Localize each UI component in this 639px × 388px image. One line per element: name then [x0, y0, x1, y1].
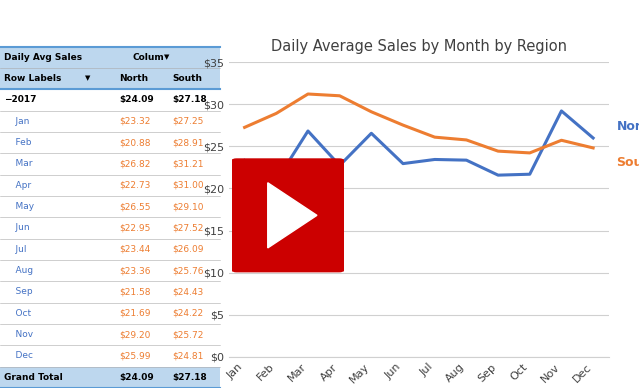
Text: How to Calculate Daily Averages with Pivot Tables: How to Calculate Daily Averages with Piv…: [66, 14, 573, 32]
Text: Grand Total: Grand Total: [4, 373, 63, 382]
Text: $28.91: $28.91: [172, 138, 203, 147]
Text: $25.72: $25.72: [172, 330, 203, 339]
Text: Jun: Jun: [4, 223, 30, 232]
Text: $25.76: $25.76: [172, 266, 203, 275]
Text: $26.82: $26.82: [119, 159, 150, 168]
Text: $25.99: $25.99: [119, 352, 151, 360]
Text: Mar: Mar: [4, 159, 33, 168]
Text: $23.32: $23.32: [119, 117, 150, 126]
Bar: [0, 367, 220, 388]
Text: May: May: [4, 202, 35, 211]
Text: Feb: Feb: [4, 138, 32, 147]
Text: Oct: Oct: [4, 309, 31, 318]
Text: South: South: [617, 156, 639, 169]
Text: $27.25: $27.25: [172, 117, 203, 126]
Text: $24.09: $24.09: [119, 95, 154, 104]
Text: Colum: Colum: [132, 53, 164, 62]
Text: $26.09: $26.09: [172, 245, 203, 254]
Text: $26.55: $26.55: [119, 202, 151, 211]
Text: −2017: −2017: [4, 95, 37, 104]
Text: ▼: ▼: [164, 54, 169, 60]
FancyBboxPatch shape: [229, 158, 347, 272]
Text: Aug: Aug: [4, 266, 33, 275]
Text: $23.36: $23.36: [119, 266, 151, 275]
Bar: [0, 68, 220, 89]
Text: $23.44: $23.44: [119, 245, 150, 254]
Title: Daily Average Sales by Month by Region: Daily Average Sales by Month by Region: [271, 39, 567, 54]
Text: $27.18: $27.18: [172, 373, 206, 382]
Text: $20.88: $20.88: [119, 138, 151, 147]
Text: $24.81: $24.81: [172, 352, 203, 360]
Text: $24.43: $24.43: [172, 288, 203, 296]
Text: Dec: Dec: [4, 352, 33, 360]
Text: $27.52: $27.52: [172, 223, 203, 232]
Text: $31.21: $31.21: [172, 159, 203, 168]
Text: Sep: Sep: [4, 288, 33, 296]
Text: ▼: ▼: [85, 76, 90, 81]
Text: Row Labels: Row Labels: [4, 74, 62, 83]
Text: $22.73: $22.73: [119, 181, 150, 190]
Text: Nov: Nov: [4, 330, 33, 339]
Polygon shape: [268, 183, 317, 248]
Bar: [0, 47, 220, 68]
Text: North: North: [119, 74, 148, 83]
Text: $22.95: $22.95: [119, 223, 150, 232]
Text: $24.09: $24.09: [119, 373, 154, 382]
Text: $31.00: $31.00: [172, 181, 204, 190]
Text: $21.69: $21.69: [119, 309, 151, 318]
Text: North: North: [617, 120, 639, 133]
Text: $29.20: $29.20: [119, 330, 150, 339]
Text: $24.22: $24.22: [172, 309, 203, 318]
Text: Jul: Jul: [4, 245, 27, 254]
Text: Apr: Apr: [4, 181, 31, 190]
Text: $27.18: $27.18: [172, 95, 206, 104]
Text: Jan: Jan: [4, 117, 30, 126]
Text: $21.58: $21.58: [119, 288, 151, 296]
Text: $29.10: $29.10: [172, 202, 203, 211]
Text: Daily Avg Sales: Daily Avg Sales: [4, 53, 82, 62]
Text: South: South: [172, 74, 202, 83]
